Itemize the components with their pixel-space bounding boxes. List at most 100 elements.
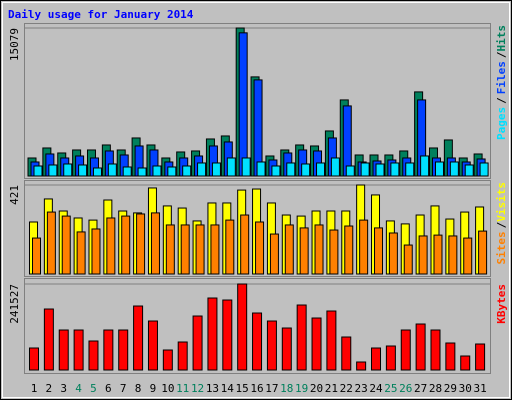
x-tick-label: 31 <box>473 382 486 395</box>
x-tick-label: 20 <box>310 382 323 395</box>
bar <box>162 349 173 371</box>
x-tick-label: 6 <box>105 382 112 395</box>
bar <box>252 312 263 371</box>
bar <box>371 347 382 371</box>
y-tick-label: 15079 <box>8 28 21 61</box>
legend-separator: / <box>495 221 508 228</box>
bar <box>360 162 370 177</box>
x-tick-label: 12 <box>191 382 204 395</box>
bar <box>192 315 203 371</box>
legend-entry: Pages <box>495 107 508 140</box>
bar <box>405 162 415 177</box>
legend-entry: Hits <box>495 25 508 52</box>
bar <box>63 163 73 177</box>
x-tick-label: 2 <box>46 382 53 395</box>
x-tick-label: 23 <box>355 382 368 395</box>
x-tick-label: 19 <box>295 382 308 395</box>
bar <box>222 299 233 371</box>
bar <box>420 155 430 177</box>
x-tick-label: 1 <box>31 382 38 395</box>
x-tick-label: 8 <box>135 382 142 395</box>
y-tick-label: 241527 <box>8 284 21 324</box>
bar <box>296 304 307 371</box>
bar <box>211 162 221 177</box>
bar <box>418 235 428 275</box>
bar <box>152 165 162 177</box>
bar <box>76 231 86 275</box>
bar <box>210 224 220 275</box>
x-tick-label: 11 <box>176 382 189 395</box>
bar <box>330 157 340 177</box>
bar <box>255 221 265 275</box>
legend-entry: Files <box>495 61 508 94</box>
bar <box>43 308 54 371</box>
x-tick-label: 26 <box>399 382 412 395</box>
bar <box>226 157 236 177</box>
x-tick-label: 28 <box>429 382 442 395</box>
legend-entry: KBytes <box>495 284 508 324</box>
chart-title: Daily usage for January 2014 <box>8 8 194 21</box>
bar <box>61 215 71 275</box>
legend-separator: / <box>495 51 508 58</box>
bar <box>434 161 444 177</box>
x-tick-label: 17 <box>265 382 278 395</box>
bar <box>107 163 117 177</box>
bar <box>475 343 486 371</box>
x-tick-label: 15 <box>236 382 249 395</box>
bar <box>374 227 384 275</box>
bar <box>269 233 279 275</box>
bar <box>238 32 248 177</box>
x-tick-label: 5 <box>90 382 97 395</box>
bar <box>197 162 207 177</box>
legend-entry: Visits <box>495 182 508 222</box>
bar <box>167 166 177 177</box>
bar <box>344 225 354 275</box>
bar <box>33 165 43 177</box>
y-tick-label: 421 <box>8 185 21 205</box>
bar <box>342 105 352 177</box>
bar <box>118 329 129 371</box>
bar <box>48 164 58 177</box>
bar <box>122 166 132 177</box>
bar <box>207 297 218 371</box>
bar <box>58 329 69 371</box>
bar <box>284 224 294 275</box>
bar <box>73 329 84 371</box>
bar <box>356 361 367 371</box>
bar <box>449 161 459 177</box>
bar <box>390 162 400 177</box>
panel-frame <box>24 180 491 277</box>
bar <box>388 232 398 275</box>
x-tick-label: 10 <box>161 382 174 395</box>
bar <box>225 219 235 275</box>
bar <box>29 347 39 371</box>
x-tick-label: 16 <box>250 382 263 395</box>
x-tick-label: 14 <box>221 382 235 395</box>
bar <box>165 224 175 275</box>
bar <box>180 224 190 275</box>
bar <box>478 230 488 275</box>
bar <box>266 320 277 371</box>
bar <box>106 217 116 275</box>
bar <box>133 305 144 371</box>
bar <box>359 219 369 275</box>
x-tick-label: 18 <box>280 382 293 395</box>
bar <box>136 213 146 275</box>
bar <box>32 237 41 275</box>
bar <box>479 162 489 177</box>
bar <box>299 227 309 275</box>
legend: Pages/Files/Hits <box>495 25 508 140</box>
bar <box>448 235 458 275</box>
x-tick-label: 3 <box>60 382 67 395</box>
bar <box>137 167 147 177</box>
x-tick-label: 13 <box>206 382 219 395</box>
x-tick-label: 22 <box>340 382 353 395</box>
bar <box>433 234 443 275</box>
bar <box>256 161 266 177</box>
legend-entry: Sites <box>495 231 508 264</box>
x-tick-label: 9 <box>150 382 157 395</box>
bar <box>46 211 56 275</box>
x-tick-label: 4 <box>75 382 82 395</box>
bar <box>311 317 322 371</box>
bar <box>150 212 160 275</box>
